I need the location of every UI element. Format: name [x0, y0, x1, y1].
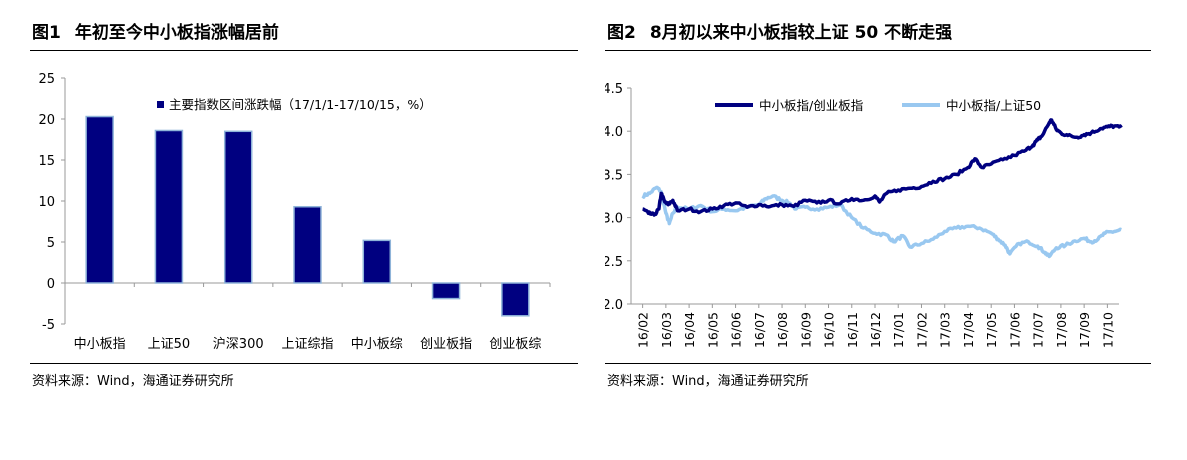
figure-1-title: 年初至今中小板指涨幅居前 — [74, 23, 279, 43]
y-tick-label: 4.5 — [605, 82, 623, 97]
y-tick-label: 0 — [47, 277, 55, 292]
bar-5 — [362, 239, 392, 284]
x-tick-label: 16/09 — [798, 312, 813, 348]
x-tick-label: 17/08 — [1054, 312, 1069, 348]
x-tick-label: 17/05 — [984, 312, 999, 348]
bar-1 — [85, 115, 114, 284]
y-tick-label: 2.5 — [605, 255, 623, 270]
y-tick-label: 25 — [38, 72, 55, 87]
x-tick-label: 16/12 — [868, 312, 883, 348]
y-tick-label: 5 — [47, 236, 55, 251]
legend-swatch — [157, 101, 164, 108]
bar-2 — [154, 129, 184, 284]
figure-1-title-bar: 图1 年初至今中小板指涨幅居前 — [30, 16, 578, 51]
bar-4 — [293, 205, 322, 284]
x-tick-label: 17/09 — [1077, 312, 1092, 348]
x-tick-label: 中小板指 — [74, 337, 126, 352]
x-tick-label: 16/06 — [729, 312, 744, 348]
y-tick-label: 4.0 — [605, 125, 623, 140]
y-tick-label: 3.5 — [605, 168, 623, 183]
y-tick-label: 3.0 — [605, 212, 623, 227]
x-tick-label: 16/07 — [752, 312, 767, 348]
legend-label-1: 中小板指/创业板指 — [759, 98, 863, 113]
x-tick-label: 17/02 — [914, 312, 929, 348]
bar-6 — [431, 282, 461, 300]
x-tick-label: 创业板综 — [489, 337, 541, 352]
x-tick-label: 中小板综 — [351, 337, 403, 352]
figure-1-source: 资料来源：Wind，海通证券研究所 — [32, 374, 234, 389]
legend-label-2: 中小板指/上证50 — [946, 98, 1041, 113]
x-tick-label: 沪深300 — [213, 336, 264, 352]
x-tick-label: 上证综指 — [281, 337, 333, 352]
y-tick-label: 10 — [38, 195, 55, 210]
y-tick-label: 15 — [38, 154, 55, 169]
x-tick-label: 16/05 — [705, 312, 720, 348]
figure-2-source: 资料来源：Wind，海通证券研究所 — [607, 374, 809, 389]
x-tick-label: 17/07 — [1031, 312, 1046, 348]
bar-7 — [501, 282, 530, 317]
line-chart: 2.0 2.5 3.0 3.5 4.0 4.5 16/02 16/03 16/04 16/05 16… — [605, 82, 1123, 348]
x-tick-label: 16/03 — [659, 312, 674, 348]
figure-1-number: 图1 — [32, 23, 61, 43]
x-tick-label: 16/02 — [636, 312, 651, 348]
y-tick-label: 20 — [38, 113, 55, 128]
x-tick-label: 17/01 — [891, 312, 906, 348]
figure-2-bottom-rule — [605, 363, 1151, 364]
figure-1-bottom-rule — [30, 363, 578, 364]
bar-chart: -5 0 5 10 15 20 25 中小板指 上证50 沪深300 上证综指 中小板综 创业板指 创业板… — [38, 72, 551, 352]
x-tick-label: 16/10 — [822, 312, 837, 348]
x-tick-label: 16/08 — [775, 312, 790, 348]
figure-2-title-bar: 图2 8月初以来中小板指较上证 50 不断走强 — [605, 16, 1151, 51]
x-tick-label: 创业板指 — [420, 337, 472, 352]
x-tick-label: 17/04 — [961, 312, 976, 348]
x-tick-label: 17/06 — [1007, 312, 1022, 348]
y-tick-label: -5 — [42, 318, 55, 333]
x-tick-label: 17/03 — [938, 312, 953, 348]
figure-2-number: 图2 — [607, 23, 636, 43]
y-tick-label: 2.0 — [605, 298, 623, 313]
legend-label: 主要指数区间涨跌幅（17/1/1-17/10/15，%） — [169, 97, 432, 112]
x-tick-label: 16/04 — [682, 312, 697, 348]
series-line-2 — [641, 185, 1122, 259]
x-tick-label: 17/10 — [1100, 312, 1115, 348]
figure-2-title: 8月初以来中小板指较上证 50 不断走强 — [649, 23, 953, 43]
series-line-1 — [641, 118, 1123, 217]
bar-3 — [223, 130, 253, 284]
x-tick-label: 16/11 — [845, 312, 860, 348]
x-tick-label: 上证50 — [148, 337, 191, 352]
